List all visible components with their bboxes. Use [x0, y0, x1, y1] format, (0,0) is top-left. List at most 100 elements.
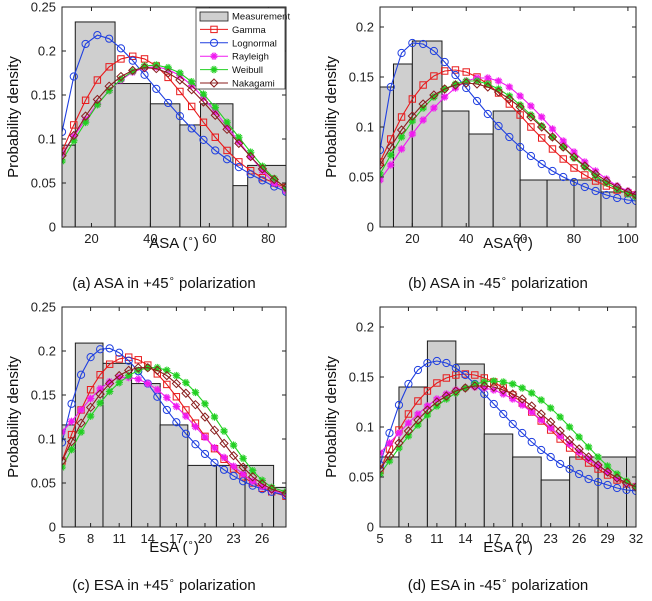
rayleigh-point: [433, 395, 441, 403]
x-tick-label: 20: [515, 531, 529, 546]
nakagami-point: [95, 389, 105, 399]
lognormal-point: [234, 163, 243, 172]
lognormal-point: [593, 477, 603, 487]
rayleigh-point: [430, 104, 438, 112]
histogram-bars: [62, 342, 286, 527]
rayleigh-point: [480, 384, 489, 392]
weibull-point: [96, 399, 104, 407]
nakagami-point: [470, 381, 480, 391]
lognormal-point: [164, 98, 173, 108]
rayleigh-point: [235, 137, 243, 146]
rayleigh-point: [591, 167, 600, 175]
gamma-point: [404, 410, 413, 418]
nakagami-point: [536, 122, 547, 132]
gamma-point: [471, 371, 479, 379]
histogram-bar: [573, 179, 602, 227]
lognormal-point: [432, 356, 441, 366]
nakagami-point: [631, 190, 636, 200]
nakagami-point: [451, 386, 461, 396]
rayleigh-point: [505, 83, 514, 91]
weibull-point: [462, 77, 471, 85]
histogram-bar: [455, 363, 485, 527]
y-tick-label: 0.05: [31, 476, 56, 491]
gamma-point: [93, 76, 102, 84]
weibull-point: [505, 92, 514, 100]
nakagami-point: [439, 84, 450, 94]
lognormal-curve: [380, 42, 636, 202]
rayleigh-point: [537, 113, 546, 121]
histogram-bars: [380, 340, 636, 527]
gamma-point: [423, 387, 432, 395]
nakagami-point: [489, 382, 499, 392]
rayleigh-point: [96, 385, 104, 393]
legend-marker-gamma: [210, 25, 218, 34]
gamma-point: [570, 164, 578, 172]
rayleigh-point: [223, 122, 231, 131]
chart-panel-1: 20 40 60 80 100 0 0.05 0.1 0.15 0.2 ASA (∘) Probabi…: [323, 6, 639, 292]
rayleigh-point: [489, 386, 498, 394]
nakagami-point: [245, 151, 256, 162]
weibull-point: [124, 371, 133, 380]
rayleigh-point: [229, 462, 238, 471]
weibull-point: [575, 433, 583, 441]
lognormal-point: [612, 483, 622, 493]
weibull-point: [452, 389, 460, 397]
lognormal-point: [258, 176, 267, 185]
weibull-point: [494, 85, 503, 93]
weibull-point: [176, 69, 184, 77]
nakagami-point: [85, 402, 96, 413]
nakagami-point: [163, 68, 173, 78]
lognormal-point: [440, 57, 449, 67]
y-axis-label: Probability density: [5, 56, 22, 178]
gamma-point: [81, 96, 90, 104]
histogram-bar: [159, 424, 189, 527]
weibull-point: [67, 445, 76, 454]
lognormal-point: [526, 151, 536, 161]
nakagami-point: [186, 85, 197, 95]
nakagami-point: [92, 94, 103, 105]
y-axis-label: Probability density: [323, 56, 340, 178]
weibull-point: [624, 190, 632, 198]
x-tick-label: 11: [430, 531, 444, 546]
weibull-point: [267, 483, 276, 492]
x-tick-label: 20: [84, 231, 98, 246]
weibull-point: [258, 162, 267, 171]
histogram-bar: [492, 110, 521, 227]
weibull-point: [483, 80, 492, 88]
y-tick-label: 0.1: [356, 420, 374, 435]
lognormal-point: [516, 142, 525, 152]
y-tick-label: 0: [367, 220, 374, 235]
lognormal-point: [69, 72, 78, 81]
axes-frame: [61, 306, 287, 528]
nakagami-point: [210, 110, 220, 120]
legend-label-nakagami: Nakagami: [232, 79, 275, 90]
weibull-point: [442, 395, 451, 403]
chart-panel-2: 5 8 11 14 17 20 23 26 0 0.05 0.1 0.15 0.2 0.25 ESA (∘)…: [5, 300, 287, 594]
chart-panel-0: 20 40 60 80 0 0.05 0.1 0.15 0.2 0.25 ASA (∘) Probab…: [5, 0, 290, 292]
histogram-bar: [149, 103, 181, 227]
nakagami-point: [114, 370, 124, 381]
y-tick-label: 0.05: [349, 170, 374, 185]
gamma-point: [163, 380, 171, 389]
axes-frame: [61, 6, 287, 228]
x-tick-label: 23: [543, 531, 557, 546]
weibull-point: [211, 103, 220, 112]
lognormal-point: [537, 159, 546, 169]
nakagami-point: [602, 467, 613, 477]
nakagami-point: [593, 460, 603, 470]
nakagami-point: [396, 125, 407, 135]
nakagami-point: [493, 87, 504, 97]
lognormal-curve: [380, 360, 636, 492]
lognormal-point: [386, 82, 395, 92]
lognormal-point: [86, 353, 95, 362]
rayleigh-point: [594, 462, 602, 470]
rayleigh-point: [385, 439, 394, 447]
lognormal-point: [76, 370, 86, 379]
gamma-curve: [380, 69, 636, 196]
weibull-point: [556, 413, 564, 421]
nakagami-point: [66, 436, 77, 447]
lognormal-point: [199, 135, 208, 144]
nakagami-point: [574, 444, 584, 454]
weibull-point: [182, 378, 190, 387]
lognormal-point: [494, 121, 503, 131]
